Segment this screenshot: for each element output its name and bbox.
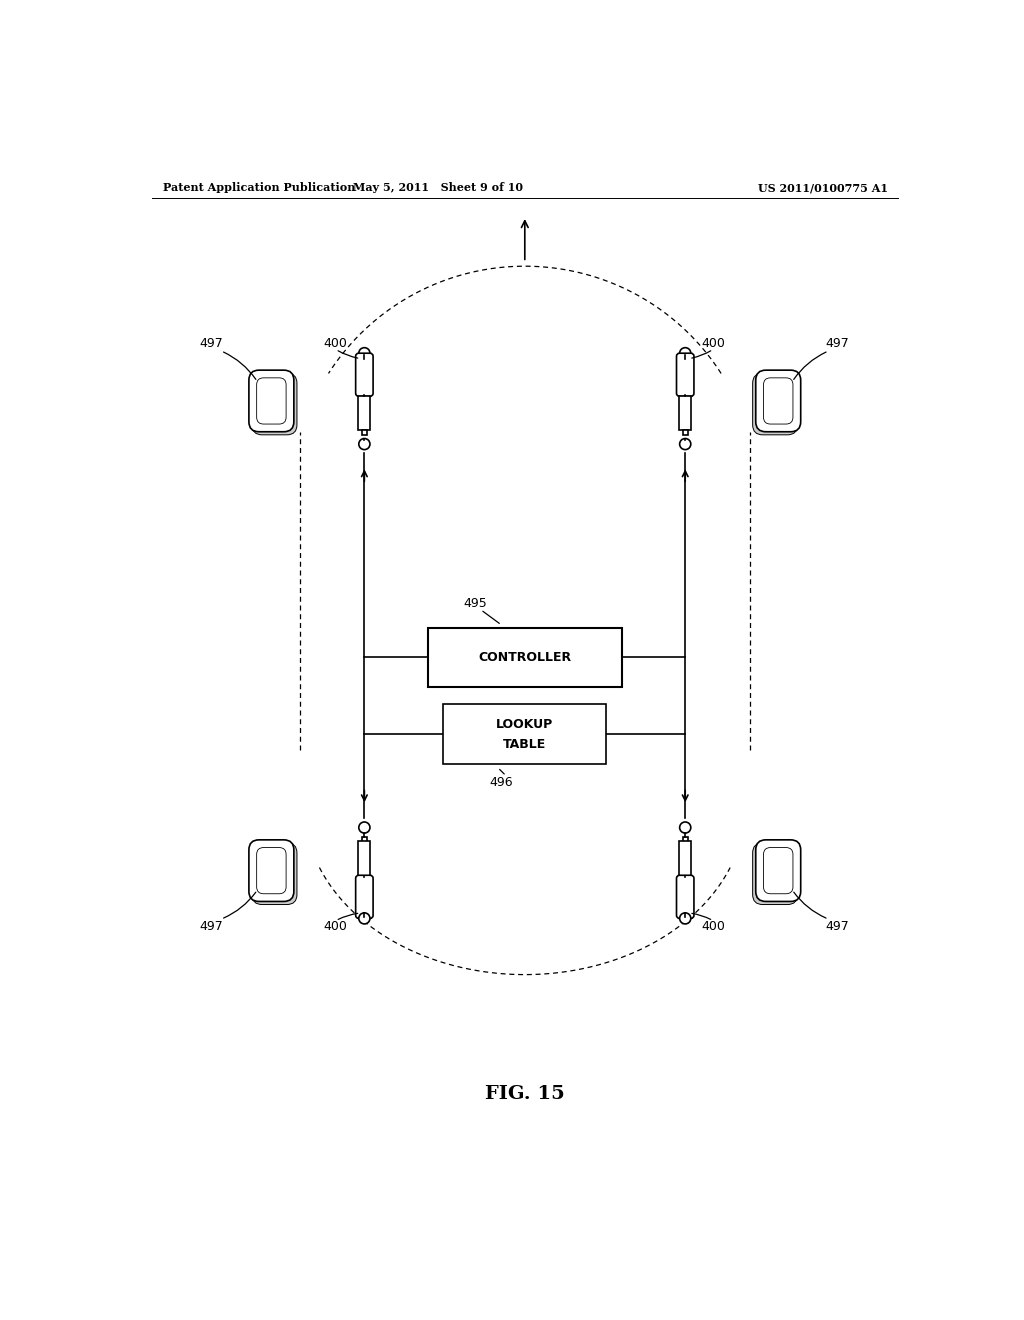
FancyBboxPatch shape xyxy=(249,370,294,432)
Circle shape xyxy=(680,438,691,450)
Bar xyxy=(683,837,688,842)
Bar xyxy=(679,841,691,876)
Circle shape xyxy=(680,347,691,359)
Text: 400: 400 xyxy=(701,337,725,350)
Circle shape xyxy=(358,347,370,359)
Text: FIG. 15: FIG. 15 xyxy=(485,1085,564,1104)
Circle shape xyxy=(358,822,370,833)
Circle shape xyxy=(358,913,370,924)
Text: 497: 497 xyxy=(200,920,223,933)
FancyBboxPatch shape xyxy=(252,374,297,434)
Text: 497: 497 xyxy=(825,920,849,933)
Bar xyxy=(428,628,622,686)
FancyBboxPatch shape xyxy=(252,843,297,904)
FancyBboxPatch shape xyxy=(677,875,694,919)
FancyBboxPatch shape xyxy=(355,875,373,919)
FancyBboxPatch shape xyxy=(249,840,294,902)
Circle shape xyxy=(680,913,691,924)
Text: TABLE: TABLE xyxy=(503,738,547,751)
Text: May 5, 2011   Sheet 9 of 10: May 5, 2011 Sheet 9 of 10 xyxy=(353,182,523,193)
Text: CONTROLLER: CONTROLLER xyxy=(478,651,571,664)
Bar xyxy=(361,430,367,434)
Text: 400: 400 xyxy=(324,337,347,350)
Text: 400: 400 xyxy=(324,920,347,933)
Bar xyxy=(443,705,606,764)
Bar xyxy=(361,837,367,842)
Bar xyxy=(358,841,371,876)
FancyBboxPatch shape xyxy=(753,843,798,904)
Text: 400: 400 xyxy=(701,920,725,933)
Circle shape xyxy=(680,822,691,833)
Bar xyxy=(679,396,691,430)
FancyBboxPatch shape xyxy=(756,840,801,902)
FancyBboxPatch shape xyxy=(677,354,694,396)
FancyBboxPatch shape xyxy=(753,374,798,434)
Bar xyxy=(358,396,371,430)
Text: 495: 495 xyxy=(463,597,487,610)
Bar xyxy=(683,430,688,434)
FancyBboxPatch shape xyxy=(756,370,801,432)
Text: 496: 496 xyxy=(489,776,513,788)
Text: US 2011/0100775 A1: US 2011/0100775 A1 xyxy=(758,182,888,193)
FancyBboxPatch shape xyxy=(355,354,373,396)
Text: LOOKUP: LOOKUP xyxy=(497,718,553,731)
Text: 497: 497 xyxy=(825,337,849,350)
Circle shape xyxy=(358,438,370,450)
Text: 497: 497 xyxy=(200,337,223,350)
Text: Patent Application Publication: Patent Application Publication xyxy=(163,182,355,193)
